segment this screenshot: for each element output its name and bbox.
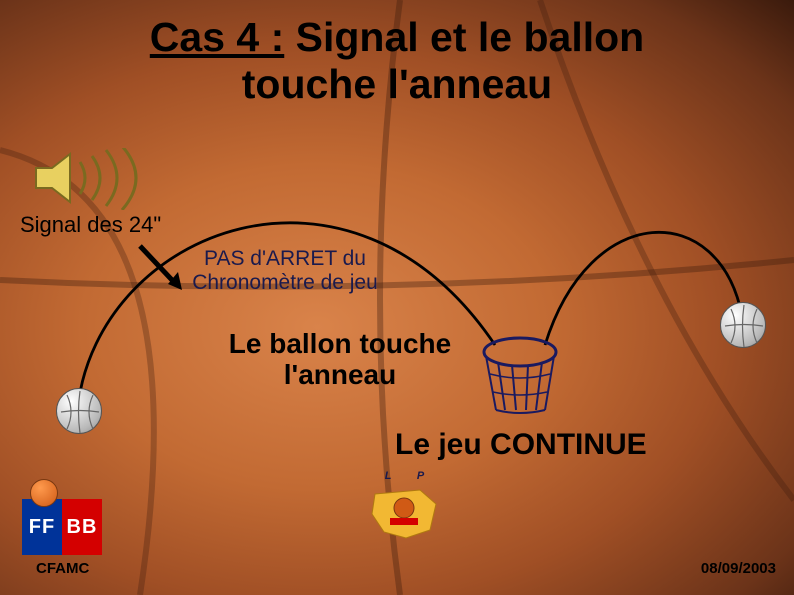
noarret-line2: Chronomètre de jeu bbox=[192, 271, 378, 294]
basketball-end-icon bbox=[720, 302, 766, 348]
ffbb-right-text: BB bbox=[62, 499, 102, 555]
no-stop-label: PAS d'ARRET du Chronomètre de jeu bbox=[180, 247, 390, 295]
touche-line1: Le ballon touche bbox=[229, 328, 451, 359]
ffbb-left-text: FF bbox=[22, 499, 62, 555]
trajectory-diagram bbox=[0, 0, 794, 595]
game-continues-label: Le jeu CONTINUE bbox=[395, 428, 647, 462]
basketball-start-icon bbox=[56, 388, 102, 434]
date-label: 08/09/2003 bbox=[701, 560, 776, 577]
noarret-line1: PAS d'ARRET du bbox=[204, 247, 366, 270]
ffbb-ball-icon bbox=[30, 479, 58, 507]
ffbb-logo: FF BB bbox=[22, 499, 102, 555]
cfamc-label: CFAMC bbox=[36, 560, 89, 577]
league-line2: P bbox=[417, 470, 425, 482]
touche-line2: l'anneau bbox=[284, 359, 396, 390]
league-logo: L P bbox=[360, 470, 450, 482]
league-line1: L bbox=[385, 470, 393, 482]
ball-touches-rim-label: Le ballon touche l'anneau bbox=[210, 329, 470, 391]
